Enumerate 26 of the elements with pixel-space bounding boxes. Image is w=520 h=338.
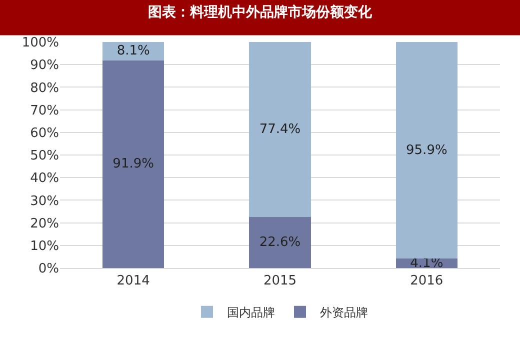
data-label: 77.4%: [259, 122, 301, 137]
data-label: 22.6%: [259, 234, 301, 250]
bar: [102, 60, 164, 268]
data-label: 91.9%: [112, 156, 154, 172]
y-tick-label: 0%: [38, 262, 59, 277]
bar: [396, 42, 458, 259]
y-tick-label: 80%: [30, 80, 59, 96]
legend-label: 外资品牌: [320, 306, 368, 320]
y-tick-label: 40%: [30, 171, 59, 186]
y-tick-label: 100%: [22, 36, 59, 51]
legend-label: 国内品牌: [227, 306, 275, 320]
x-tick-label: 2016: [410, 274, 444, 289]
data-label: 95.9%: [406, 142, 448, 158]
y-tick-label: 20%: [30, 216, 59, 232]
x-tick-label: 2015: [263, 274, 297, 289]
y-tick-label: 30%: [30, 194, 59, 209]
y-tick-label: 70%: [30, 103, 59, 118]
y-tick-label: 10%: [30, 238, 59, 254]
y-tick-label: 50%: [30, 148, 59, 164]
chart-title: 图表：料理机中外品牌市场份额变化: [148, 4, 373, 21]
x-tick-label: 2014: [116, 274, 150, 289]
y-tick-label: 60%: [30, 126, 59, 141]
bar: [249, 42, 311, 217]
bar: [249, 216, 311, 268]
data-label: 8.1%: [116, 44, 150, 59]
y-tick-label: 90%: [30, 58, 59, 74]
